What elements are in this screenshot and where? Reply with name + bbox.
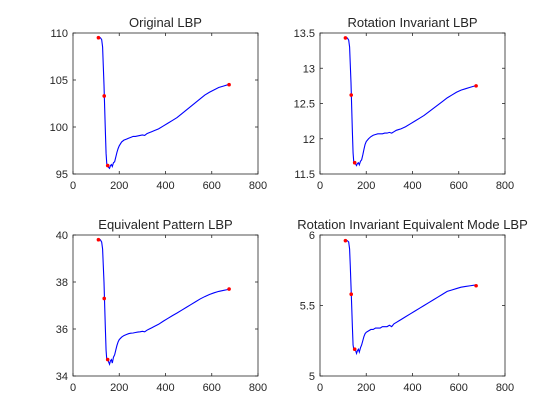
axes-box	[319, 32, 506, 175]
y-tick-label: 34	[56, 371, 68, 383]
x-tick-label: 200	[110, 180, 128, 192]
x-tick-label: 600	[203, 382, 221, 394]
axes-box	[72, 234, 259, 377]
x-tick-label: 800	[496, 382, 514, 394]
x-tick-label: 200	[110, 382, 128, 394]
axes-box	[72, 32, 259, 175]
x-tick-label: 200	[357, 180, 375, 192]
subplot-4: Rotation Invariant Equivalent Mode LBP 0 2…	[297, 217, 528, 394]
y-tick-label: 12.5	[294, 99, 315, 111]
y-tick-label: 38	[56, 277, 68, 289]
y-tick-label: 6	[309, 230, 315, 242]
data-point-marker	[102, 296, 107, 301]
x-tick-label: 600	[203, 180, 221, 192]
x-tick-label: 400	[403, 382, 421, 394]
y-tick-label: 40	[56, 230, 68, 242]
x-tick-label: 400	[156, 382, 174, 394]
x-tick-label: 800	[249, 180, 267, 192]
chart-title: Original LBP	[129, 15, 202, 30]
x-tick-label: 600	[450, 382, 468, 394]
x-tick-label: 0	[317, 180, 323, 192]
data-point-marker	[105, 163, 110, 168]
subplot-3: Equivalent Pattern LBP 0 200 400 600 800 34 36 3…	[56, 217, 267, 394]
chart-title: Equivalent Pattern LBP	[98, 217, 232, 232]
x-tick-label: 600	[450, 180, 468, 192]
x-tick-label: 400	[156, 180, 174, 192]
y-tick-label: 110	[50, 28, 68, 40]
y-tick-label: 5	[309, 371, 315, 383]
y-tick-label: 12	[303, 134, 315, 146]
axes-box	[319, 234, 506, 377]
x-tick-label: 800	[496, 180, 514, 192]
y-tick-label: 100	[50, 122, 68, 134]
subplot-1: Original LBP 0 200 400 600 800 95 100 105 110	[50, 15, 268, 192]
data-point-marker	[352, 160, 357, 165]
data-point-marker	[96, 35, 101, 40]
chart-title: Rotation Invariant LBP	[347, 15, 477, 30]
y-tick-label: 95	[56, 169, 68, 181]
data-point-marker	[105, 357, 110, 362]
data-point-marker	[96, 237, 101, 242]
data-point-marker	[352, 347, 357, 352]
x-tick-label: 400	[403, 180, 421, 192]
chart-title: Rotation Invariant Equivalent Mode LBP	[297, 217, 528, 232]
series-line	[98, 239, 231, 367]
y-tick-label: 11.5	[294, 169, 315, 181]
x-tick-label: 800	[249, 382, 267, 394]
x-tick-label: 200	[357, 382, 375, 394]
x-tick-label: 0	[317, 382, 323, 394]
x-tick-label: 0	[70, 382, 76, 394]
y-tick-label: 13	[303, 63, 315, 75]
data-point-marker	[349, 292, 354, 297]
x-tick-label: 0	[70, 180, 76, 192]
data-point-marker	[474, 84, 478, 88]
y-tick-label: 5.5	[300, 301, 315, 313]
y-tick-label: 36	[56, 324, 68, 336]
data-point-marker	[343, 238, 348, 243]
data-point-marker	[102, 94, 107, 98]
subplot-2: Rotation Invariant LBP 0 200 400 600 800 11.5 1…	[294, 15, 515, 192]
data-point-marker	[227, 287, 231, 291]
series-line	[98, 37, 231, 170]
data-point-marker	[474, 283, 478, 288]
data-point-marker	[227, 82, 231, 87]
data-point-marker	[343, 36, 348, 40]
y-tick-label: 13.5	[294, 28, 315, 40]
y-tick-label: 105	[50, 75, 68, 87]
data-point-marker	[349, 93, 354, 97]
series-line	[345, 37, 478, 167]
